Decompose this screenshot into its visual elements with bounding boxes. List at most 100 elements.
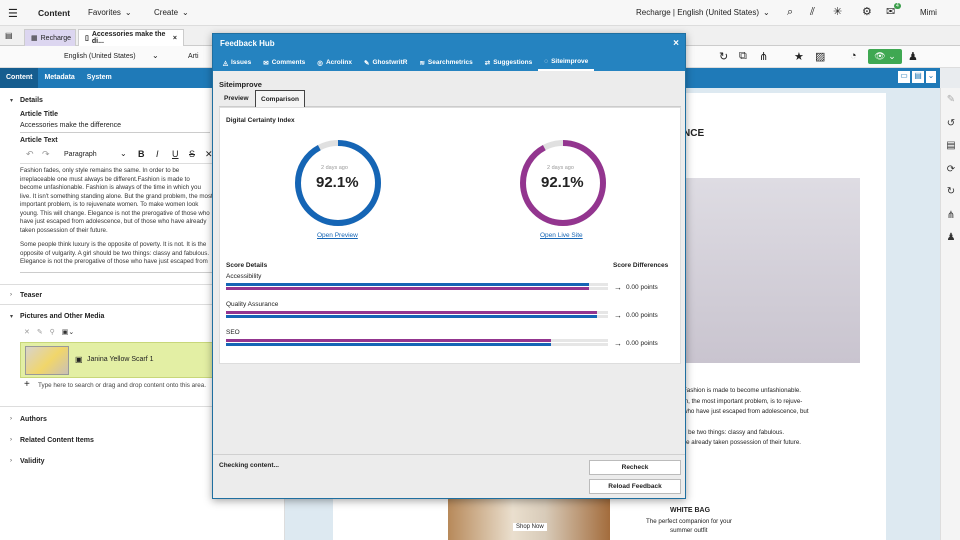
device-layout-icon[interactable]: ▤ [912,71,924,83]
document-icon[interactable]: ▤ [946,140,956,151]
tab-comments[interactable]: ✉ Comments [257,54,311,71]
product-image [448,498,610,540]
tab-recharge[interactable]: ▦ Recharge [24,29,76,46]
tab-siteimprove[interactable]: ◌ Siteimprove [538,54,595,71]
sun-icon[interactable]: ✳ [833,6,843,18]
subtab-comparison[interactable]: Comparison [255,90,305,107]
article-icon: ▯ [85,35,89,42]
open-external-icon[interactable]: ⧉ [739,50,747,62]
nav-create[interactable]: Create ⌄ [154,8,189,17]
device-desktop-icon[interactable]: ▭ [898,71,910,83]
user-menu[interactable]: Mimi [920,8,937,17]
reload-icon[interactable]: ↻ [719,51,729,63]
teaser-header[interactable]: Teaser [20,292,43,299]
score-bar-live [226,315,597,318]
close-icon[interactable]: × [172,34,177,42]
nav-content[interactable]: Content [38,8,71,18]
workspace-icon[interactable]: ▤ [5,31,13,40]
strikethrough-icon[interactable]: S [189,149,196,159]
score-difference: → 0.00 points [614,339,658,348]
chevron-down-icon[interactable]: ▾ [10,314,14,320]
italic-icon[interactable]: I [156,149,159,159]
chevron-right-icon[interactable]: › [10,416,12,422]
approve-user-icon[interactable]: ♟ [908,51,918,63]
open-live-site-link[interactable]: Open Live Site [540,232,583,239]
validity-header[interactable]: Validity [20,458,45,465]
paragraph-select[interactable]: Paragraph [64,151,97,158]
open-preview-link[interactable]: Open Preview [317,232,358,239]
preview-toggle-button[interactable]: 👁 ⌄ [868,49,902,64]
chevron-right-icon[interactable]: › [10,292,12,298]
richtext-toolbar: ↶ ↷ Paragraph ⌄ B I U S ✕ [20,146,220,164]
media-item[interactable]: ▣ Janina Yellow Scarf 1 [20,342,215,378]
chevron-right-icon[interactable]: › [10,458,12,464]
menu-icon[interactable]: ☰ [8,8,18,20]
reload-feedback-button[interactable]: Reload Feedback [589,479,681,494]
media-toolbar: ✕ ✎ ⚲ ▣⌄ [24,328,124,338]
authors-header[interactable]: Authors [20,416,47,423]
score-details-title: Score Details [226,262,268,269]
close-icon[interactable]: × [673,38,679,49]
paste-icon[interactable]: ▣⌄ [61,329,75,336]
chevron-down-icon[interactable]: ⌄ [926,71,936,83]
settings-icon[interactable]: ⚙ [862,6,872,18]
divider [0,406,285,407]
picture-icon: ▣ [75,355,83,364]
sync-icon[interactable]: ⟳ [946,164,956,175]
reload-icon[interactable]: ↻ [946,186,956,197]
tab-label: Acrolinx [325,59,352,66]
tab-suggestions[interactable]: ⇄ Suggestions [479,54,538,71]
user-icon[interactable]: ♟ [946,232,956,243]
link-icon[interactable]: ⚲ [49,329,55,336]
tab-label: GhostwritR [372,59,408,66]
locale-selector[interactable]: English (United States) [64,53,136,60]
tab-metadata[interactable]: Metadata [44,74,75,81]
tab-system[interactable]: System [86,74,112,81]
pictures-header[interactable]: Pictures and Other Media [20,313,105,320]
underline-icon[interactable]: U [172,149,179,159]
history-icon[interactable]: ↺ [946,118,956,129]
tab-ghostwritr[interactable]: ✎ GhostwritR [358,54,413,71]
tab-article[interactable]: ▯ Accessories make the di... × [78,29,184,46]
chevron-down-icon[interactable]: ⌄ [120,149,127,158]
live-ago: 2 days ago [547,165,574,171]
chevron-down-icon[interactable]: ▾ [10,98,14,104]
article-title-value[interactable]: Accessories make the difference [20,122,122,129]
preview-heading: NCE [683,128,705,139]
shop-now-button[interactable]: Shop Now [513,523,547,531]
edit-icon[interactable]: ✎ [946,94,956,105]
tab-issues[interactable]: ◬ Issues [217,54,257,71]
suggestions-icon: ⇄ [484,59,491,67]
richtext-body[interactable]: Fashion fades, only style remains the sa… [20,167,213,265]
image-icon[interactable]: ▨ [815,51,826,63]
details-header[interactable]: Details [20,97,43,104]
library-icon[interactable]: ⫽ [810,6,815,18]
clear-format-icon[interactable]: ✕ [205,149,213,159]
share-icon[interactable]: ⋔ [759,51,769,63]
notifications-icon[interactable]: ✉ [886,6,896,18]
subtab-preview[interactable]: Preview [224,95,249,102]
drop-hint[interactable]: Type here to search or drag and drop con… [38,382,207,389]
chevron-down-icon[interactable]: ⌄ [152,51,159,60]
close-icon[interactable]: ✕ [24,329,30,336]
star-icon[interactable]: ★ [794,51,804,63]
clock-icon[interactable]: ◔ [850,50,857,62]
add-icon[interactable]: + [24,379,30,390]
undo-icon[interactable]: ↶ [26,149,34,159]
share-icon[interactable]: ⋔ [946,210,956,221]
site-selector[interactable]: Recharge | English (United States) ⌄ [636,8,770,17]
preview-line: d be two things: classy and fabulous. [683,428,785,436]
related-header[interactable]: Related Content Items [20,437,94,444]
tab-acrolinx[interactable]: ◎ Acrolinx [311,54,358,71]
bold-icon[interactable]: B [138,149,145,159]
edit-icon[interactable]: ✎ [36,329,43,336]
nav-favorites[interactable]: Favorites ⌄ [88,8,132,17]
white-bag-title: WHITE BAG [670,507,711,514]
tab-content[interactable]: Content [0,68,39,88]
search-icon[interactable]: ⌕ [787,6,794,18]
recheck-button[interactable]: Recheck [589,460,681,475]
chevron-right-icon[interactable]: › [10,437,12,443]
tab-searchmetrics[interactable]: ≋ Searchmetrics [413,54,478,71]
dialog-title: Feedback Hub [220,39,275,48]
redo-icon[interactable]: ↷ [42,149,50,159]
